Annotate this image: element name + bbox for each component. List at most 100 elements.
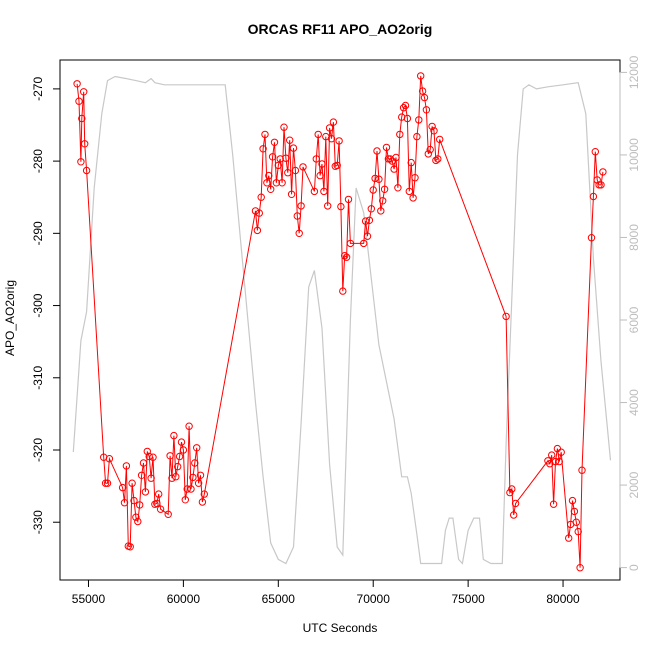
data-point: [327, 135, 336, 143]
data-point: [405, 187, 413, 196]
data-point: [379, 197, 387, 205]
y-axis-label: APO_AO2orig: [3, 280, 17, 356]
y2-tick-label: 12000: [627, 55, 641, 89]
data-point: [291, 166, 300, 175]
data-point: [170, 431, 178, 440]
data-point: [103, 479, 112, 487]
data-point: [365, 216, 374, 225]
data-point: [599, 168, 607, 176]
y-tick-label: -330: [31, 510, 45, 534]
data-point: [293, 212, 301, 220]
data-point: [132, 513, 140, 521]
data-point: [137, 471, 146, 479]
x-tick-label: 60000: [167, 592, 201, 606]
data-point: [183, 485, 191, 493]
data-point: [81, 140, 89, 148]
data-point: [82, 166, 91, 175]
data-point: [134, 517, 142, 526]
data-point: [130, 496, 138, 505]
data-point: [548, 451, 556, 459]
data-point: [409, 194, 417, 202]
data-point: [267, 185, 275, 194]
data-point: [390, 165, 398, 173]
y-tick-label: -280: [31, 149, 45, 173]
data-point: [155, 490, 163, 498]
data-point: [360, 239, 368, 248]
data-point: [367, 205, 375, 213]
data-point: [120, 499, 129, 507]
data-point: [141, 488, 150, 496]
data-point: [320, 187, 328, 196]
data-point: [175, 452, 184, 461]
x-axis-label: UTC Seconds: [303, 621, 378, 635]
y-axis-left: -330 -320 -310 -300 -290 -280 -270: [31, 77, 61, 534]
data-point: [80, 88, 88, 96]
data-point: [73, 80, 81, 88]
data-point: [200, 490, 209, 498]
data-point: [122, 462, 131, 470]
data-point: [382, 143, 391, 152]
data-point: [363, 232, 372, 240]
data-point: [270, 138, 279, 147]
x-tick-label: 55000: [72, 592, 106, 606]
data-point: [373, 147, 381, 155]
data-point: [434, 155, 442, 163]
y2-tick-label: 2000: [627, 471, 641, 498]
data-point: [139, 459, 148, 467]
data-point: [572, 518, 580, 526]
data-point: [128, 479, 136, 487]
data-point: [574, 527, 582, 536]
data-point: [193, 444, 201, 452]
data-point: [181, 496, 190, 504]
x-axis: 55000 60000 65000 70000 75000 80000: [72, 579, 580, 606]
data-point: [407, 158, 415, 167]
data-point: [324, 202, 332, 210]
data-point: [403, 114, 412, 123]
y-tick-label: -300: [31, 293, 45, 317]
data-point: [265, 171, 273, 180]
y-tick-label: -290: [31, 221, 45, 245]
data-point: [145, 452, 153, 461]
data-point: [510, 511, 518, 519]
primary-series-line: [76, 75, 604, 568]
data-point: [253, 226, 262, 235]
data-point: [280, 123, 288, 131]
data-point: [257, 193, 265, 201]
data-point: [194, 479, 203, 487]
secondary-series-line: [72, 75, 612, 565]
data-point: [297, 202, 305, 210]
data-point: [286, 136, 294, 144]
data-point: [369, 186, 377, 194]
data-point: [555, 457, 563, 466]
data-point: [77, 158, 85, 166]
data-point: [384, 155, 393, 163]
data-point: [325, 124, 334, 132]
y2-tick-label: 0: [627, 564, 641, 571]
data-point: [118, 483, 127, 492]
data-point: [261, 130, 269, 139]
data-point: [177, 438, 186, 446]
data-point: [502, 312, 510, 321]
data-point: [426, 145, 434, 154]
data-point: [196, 471, 205, 479]
secondary-series-layer: [72, 75, 612, 565]
data-point: [401, 101, 410, 110]
data-point: [187, 485, 195, 493]
data-point: [557, 448, 565, 456]
data-point: [377, 207, 385, 215]
data-point: [371, 174, 379, 183]
data-point: [565, 534, 573, 542]
data-point: [105, 455, 114, 463]
data-point: [339, 287, 347, 295]
chart-title: ORCAS RF11 APO_AO2orig: [248, 21, 433, 37]
data-point: [417, 72, 425, 80]
data-point: [549, 500, 558, 508]
data-point: [595, 181, 603, 189]
data-point: [312, 155, 320, 163]
data-point: [191, 459, 199, 467]
y-axis-right: 0 2000 4000 6000 8000 10000 12000: [619, 55, 641, 571]
data-point: [259, 145, 267, 153]
x-tick-label: 75000: [451, 592, 485, 606]
x-tick-label: 65000: [262, 592, 296, 606]
y2-tick-label: 4000: [627, 389, 641, 416]
